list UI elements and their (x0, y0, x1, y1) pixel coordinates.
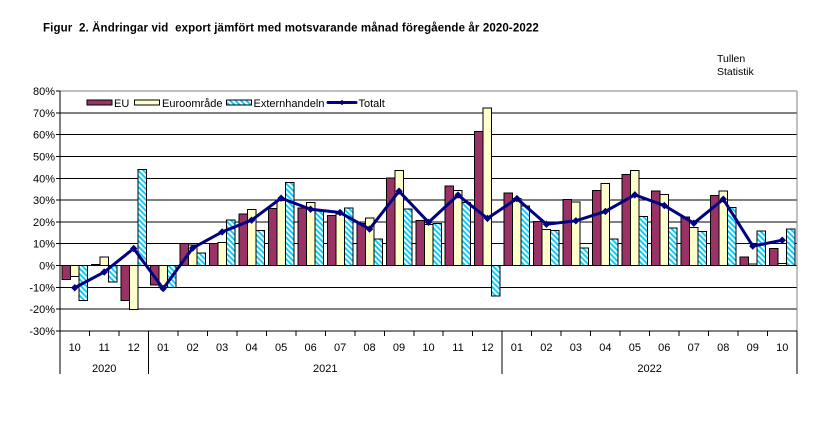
svg-text:2022: 2022 (637, 363, 661, 375)
svg-text:11: 11 (452, 342, 463, 354)
svg-text:12: 12 (128, 342, 140, 354)
svg-text:10%: 10% (33, 239, 55, 251)
svg-text:60%: 60% (33, 130, 55, 142)
svg-text:01: 01 (511, 342, 523, 354)
svg-text:02: 02 (540, 342, 552, 354)
svg-text:40%: 40% (33, 173, 55, 185)
svg-text:-10%: -10% (29, 282, 55, 294)
svg-text:50%: 50% (33, 152, 55, 164)
svg-text:10: 10 (422, 342, 434, 354)
svg-text:Tullen: Tullen (717, 53, 745, 65)
svg-text:20%: 20% (33, 217, 55, 229)
svg-text:07: 07 (334, 342, 346, 354)
svg-text:70%: 70% (33, 108, 55, 120)
svg-text:EU: EU (114, 98, 129, 110)
svg-text:07: 07 (688, 342, 700, 354)
svg-text:12: 12 (481, 342, 493, 354)
svg-text:2020: 2020 (92, 363, 116, 375)
svg-text:-20%: -20% (29, 304, 55, 316)
svg-text:04: 04 (245, 342, 257, 354)
svg-text:11: 11 (98, 342, 109, 354)
svg-text:Totalt: Totalt (359, 98, 385, 110)
svg-text:0%: 0% (39, 261, 55, 273)
svg-text:30%: 30% (33, 195, 55, 207)
svg-text:09: 09 (393, 342, 405, 354)
svg-text:10: 10 (776, 342, 788, 354)
svg-text:80%: 80% (33, 86, 55, 98)
svg-text:Figur 2. Ändringar vid expor: Figur 2. Ändringar vid export jämfört me… (43, 22, 539, 35)
svg-text:2021: 2021 (313, 363, 337, 375)
svg-text:09: 09 (747, 342, 759, 354)
svg-text:01: 01 (157, 342, 169, 354)
svg-text:10: 10 (69, 342, 81, 354)
svg-text:08: 08 (717, 342, 729, 354)
svg-text:Externhandeln: Externhandeln (254, 98, 325, 110)
svg-text:06: 06 (304, 342, 316, 354)
svg-text:03: 03 (216, 342, 228, 354)
svg-text:-30%: -30% (29, 326, 55, 338)
svg-text:05: 05 (275, 342, 287, 354)
svg-text:02: 02 (187, 342, 199, 354)
svg-text:04: 04 (599, 342, 611, 354)
svg-text:Euroområde: Euroområde (162, 98, 223, 110)
svg-text:03: 03 (570, 342, 582, 354)
svg-text:05: 05 (629, 342, 641, 354)
svg-text:06: 06 (658, 342, 670, 354)
svg-text:08: 08 (363, 342, 375, 354)
svg-text:Statistik: Statistik (717, 66, 755, 78)
